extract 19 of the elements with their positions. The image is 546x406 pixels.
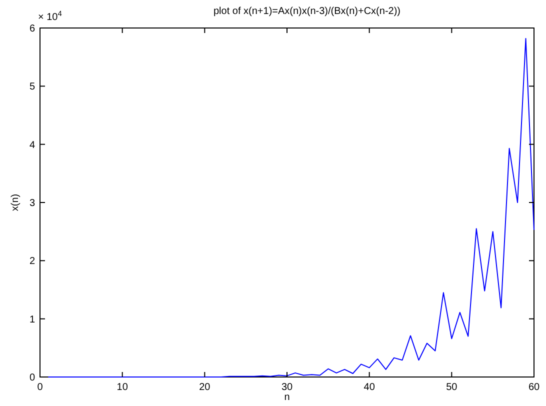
x-tick-label: 10 (116, 382, 128, 393)
x-axis-title: n (284, 392, 290, 403)
x-tick-label: 50 (446, 382, 458, 393)
y-axis-title: x(n) (10, 194, 21, 212)
y-tick-label: 1 (29, 314, 36, 326)
y-tick-label: 4 (29, 140, 36, 151)
y-tick-label: 3 (29, 198, 36, 209)
x-tick-label: 0 (37, 382, 44, 393)
x-tick-label: 40 (364, 382, 376, 393)
text: × 10$^{4}$ (38, 8, 62, 23)
y-tick-label: 5 (29, 82, 36, 93)
x-tick-label: 30 (281, 382, 293, 393)
y-tick-label: 6 (29, 24, 36, 34)
line-series (48, 38, 534, 378)
x-tick-label: 60 (528, 382, 540, 393)
x-tick-label: 20 (199, 382, 211, 393)
y-tick-label: 2 (29, 256, 36, 268)
chart-title: plot of x(n+1)=Ax(n)x(n-3)/(Bx(n)+Cx(n-2)) (214, 6, 400, 17)
y-tick-label: 0 (29, 372, 36, 384)
